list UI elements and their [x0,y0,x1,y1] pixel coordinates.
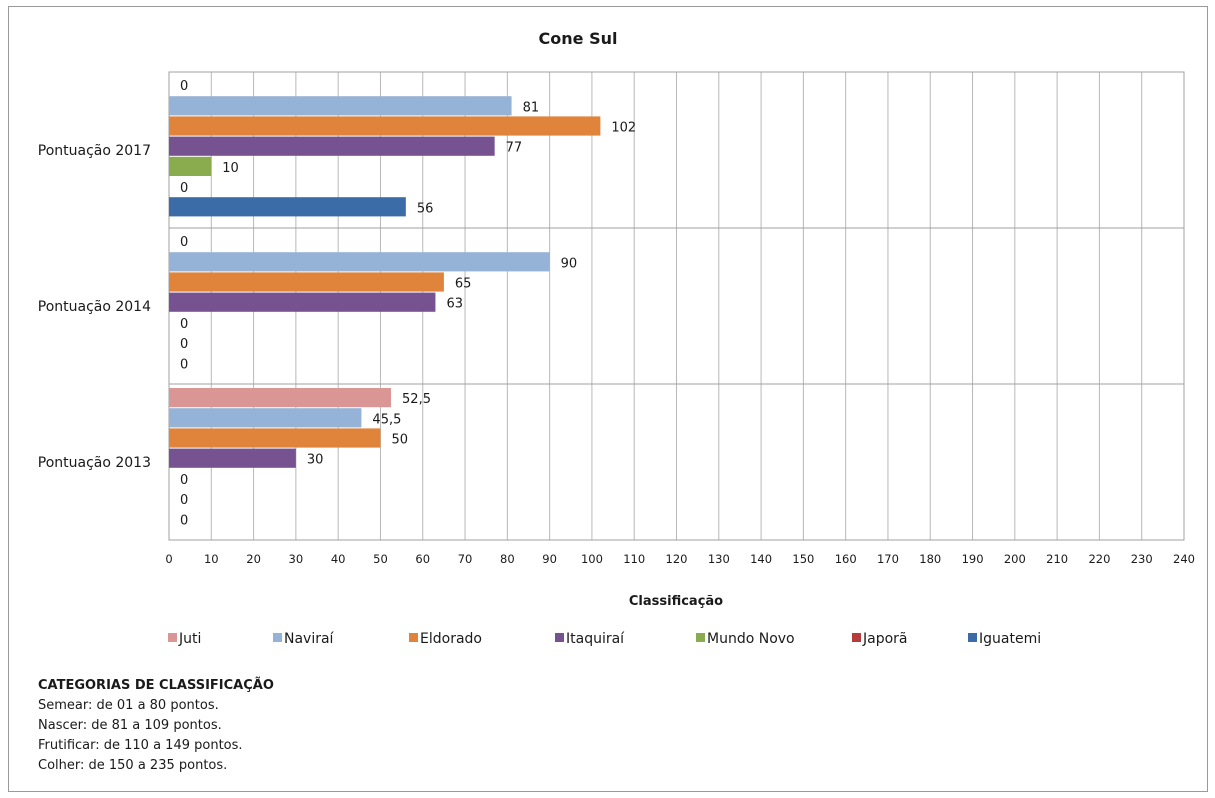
data-label: 0 [180,513,188,528]
data-label: 0 [180,79,188,94]
x-tick-label: 50 [373,552,388,566]
x-tick-label: 230 [1131,552,1153,566]
x-axis-title: Classificação [629,594,723,609]
data-label: 30 [307,453,324,468]
legend-label: Juti [178,631,201,647]
category-label: Pontuação 2017 [38,143,151,159]
data-label: 0 [180,357,188,372]
notes-line: Nascer: de 81 a 109 pontos. [38,718,222,733]
x-tick-labels: 0 10 20 30 40 50 60 70 80 90 100 110 120 130 140 150 160… [165,552,1195,566]
legend-label: Japorã [862,631,908,647]
x-tick-label: 180 [919,552,941,566]
data-label: 77 [506,141,523,156]
x-tick-label: 210 [1046,552,1068,566]
data-label: 0 [180,181,188,196]
bar-Juti [169,388,392,408]
x-tick-label: 60 [415,552,430,566]
bar-Eldorado [169,428,381,448]
legend-swatch [968,633,977,642]
x-tick-label: 240 [1173,552,1195,566]
data-label: 0 [180,473,188,488]
legend-swatch [409,633,418,642]
bars [169,96,601,468]
data-label: 50 [391,433,408,448]
x-tick-label: 30 [289,552,304,566]
bar-Naviraí [169,408,362,428]
x-tick-label: 100 [581,552,603,566]
bar-Eldorado [169,116,601,136]
bar-Iguatemi [169,197,406,217]
legend-swatch [555,633,564,642]
x-tick-label: 110 [623,552,645,566]
notes-line: Colher: de 150 a 235 pontos. [38,758,228,773]
x-tick-label: 130 [708,552,730,566]
data-label: 90 [561,256,578,271]
x-tick-label: 160 [835,552,857,566]
data-label: 102 [611,121,636,136]
x-tick-label: 190 [962,552,984,566]
data-label: 65 [455,277,472,292]
legend-label: Naviraí [284,631,335,647]
bar-Itaquiraí [169,136,495,156]
bar-Naviraí [169,252,550,272]
bar-Naviraí [169,96,512,116]
notes-heading: CATEGORIAS DE CLASSIFICAÇÃO [38,678,274,693]
data-label: 10 [222,161,239,176]
bar-Itaquiraí [169,292,436,312]
x-tick-label: 200 [1004,552,1026,566]
legend-label: Eldorado [420,631,482,647]
data-label: 45,5 [372,412,401,427]
category-labels: Pontuação 2013 Pontuação 2014 Pontuação 20… [38,143,151,471]
x-tick-label: 0 [165,552,172,566]
classification-notes: CATEGORIAS DE CLASSIFICAÇÃO Semear: de 0… [38,676,274,776]
x-tick-label: 170 [877,552,899,566]
legend-swatch [696,633,705,642]
data-label: 81 [523,100,540,115]
bar-Eldorado [169,272,444,292]
x-tick-label: 220 [1088,552,1110,566]
data-label: 0 [180,337,188,352]
data-label: 52,5 [402,392,431,407]
legend-swatch [168,633,177,642]
x-tick-label: 150 [792,552,814,566]
category-label: Pontuação 2013 [38,455,151,471]
data-label: 0 [180,317,188,332]
legend-label: Itaquiraí [566,631,625,647]
chart-title: Cone Sul [539,29,618,48]
data-label: 56 [417,201,434,216]
x-tick-label: 90 [542,552,557,566]
x-tick-label: 140 [750,552,772,566]
bar-Itaquiraí [169,448,296,468]
legend-label: Iguatemi [979,631,1041,647]
legend-swatch [852,633,861,642]
legend: Juti Naviraí Eldorado Itaquiraí Mundo Novo Ja… [168,631,1041,647]
x-tick-label: 120 [666,552,688,566]
data-label: 63 [446,297,463,312]
x-tick-label: 70 [458,552,473,566]
notes-line: Semear: de 01 a 80 pontos. [38,698,219,713]
legend-label: Mundo Novo [707,631,795,647]
x-tick-label: 20 [246,552,261,566]
notes-line: Frutificar: de 110 a 149 pontos. [38,738,243,753]
x-tick-label: 10 [204,552,219,566]
x-tick-label: 80 [500,552,515,566]
bar-Mundo Novo [169,156,212,176]
data-label: 0 [180,235,188,250]
x-tick-label: 40 [331,552,346,566]
data-label: 0 [180,493,188,508]
data-labels: 52,545,5 50 30 0 0 0 0 90 65 63 0 0 0 0 81 102 77 10 0 56 [180,79,636,528]
category-label: Pontuação 2014 [38,299,151,315]
legend-swatch [273,633,282,642]
